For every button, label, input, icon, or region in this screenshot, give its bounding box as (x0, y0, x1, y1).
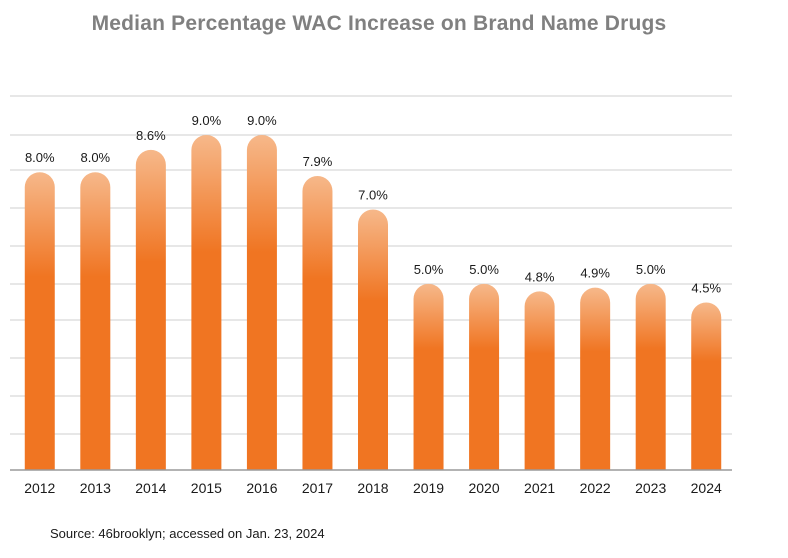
bar-2018 (358, 209, 388, 470)
x-tick-label-2022: 2022 (580, 480, 611, 496)
x-tick-label-2014: 2014 (135, 480, 166, 496)
bar-2019 (413, 283, 444, 470)
bars (24, 135, 722, 471)
x-tick-label-2013: 2013 (80, 480, 111, 496)
bar-2015 (191, 135, 222, 471)
x-tick-label-2020: 2020 (468, 480, 499, 496)
data-label-2022: 4.9% (580, 266, 610, 281)
data-label-2013: 8.0% (80, 150, 110, 165)
bar-2020 (469, 283, 500, 470)
chart-title: Median Percentage WAC Increase on Brand … (91, 12, 667, 35)
bar-2012 (24, 172, 55, 471)
x-tick-label-2017: 2017 (302, 480, 333, 496)
data-label-2017: 7.9% (303, 154, 333, 169)
source-note: Source: 46brooklyn; accessed on Jan. 23,… (50, 526, 325, 541)
data-label-2018: 7.0% (358, 187, 388, 202)
bar-2024 (691, 302, 722, 470)
data-label-2019: 5.0% (414, 262, 444, 277)
data-label-2020: 5.0% (469, 262, 499, 277)
bar-2021 (524, 291, 555, 470)
data-label-2014: 8.6% (136, 128, 166, 143)
bar-2014 (135, 149, 166, 470)
data-label-2023: 5.0% (636, 262, 666, 277)
bar-2017 (302, 175, 333, 470)
bar-2016 (246, 135, 277, 470)
x-tick-labels: 2012 2013 2014 2015 2016 2017 2018 2019 2020 2021… (24, 480, 722, 496)
bar-2013 (80, 172, 111, 471)
data-label-2012: 8.0% (25, 150, 55, 165)
bar-2023 (635, 283, 666, 470)
x-tick-label-2015: 2015 (191, 480, 222, 496)
data-label-2021: 4.8% (525, 269, 555, 284)
data-label-2016: 9.0% (247, 113, 277, 128)
x-tick-label-2021: 2021 (524, 480, 555, 496)
data-label-2015: 9.0% (192, 113, 222, 128)
x-tick-label-2012: 2012 (24, 480, 55, 496)
x-tick-label-2016: 2016 (246, 480, 277, 496)
x-tick-label-2019: 2019 (413, 480, 444, 496)
data-labels: 8.0% 8.0% 8.6% 9.0% 9.0% 7.9% 7.0% 5.0% 5.0% 4.8%… (25, 113, 722, 296)
x-tick-label-2023: 2023 (635, 480, 666, 496)
bar-2022 (580, 287, 611, 470)
x-tick-label-2018: 2018 (357, 480, 388, 496)
x-tick-label-2024: 2024 (691, 480, 722, 496)
data-label-2024: 4.5% (691, 281, 721, 296)
